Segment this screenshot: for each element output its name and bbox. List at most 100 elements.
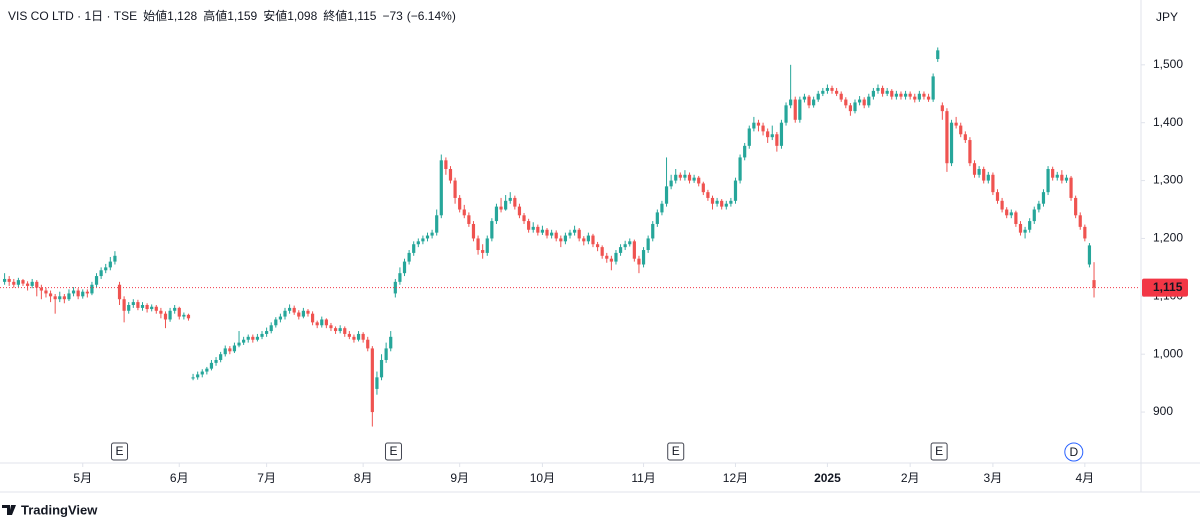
candle-body bbox=[586, 235, 590, 242]
candle-body bbox=[697, 177, 701, 184]
candle-body bbox=[890, 90, 894, 97]
candle-body bbox=[94, 276, 99, 285]
candle-body bbox=[1041, 192, 1046, 204]
candle-body bbox=[743, 145, 747, 158]
candle-body bbox=[361, 333, 365, 340]
candle-body bbox=[917, 93, 921, 100]
candle-body bbox=[554, 232, 558, 239]
x-tick-label: 2025 bbox=[814, 471, 841, 485]
candle-body bbox=[513, 197, 517, 207]
candle-body bbox=[963, 134, 967, 141]
candle-body bbox=[416, 241, 420, 245]
candle-body bbox=[168, 310, 172, 320]
y-tick-label: 1,200 bbox=[1153, 231, 1183, 245]
candle-body bbox=[209, 362, 214, 369]
candle-body bbox=[196, 374, 200, 378]
candle-body bbox=[720, 200, 724, 207]
candle-body bbox=[219, 354, 223, 360]
candle-body bbox=[1023, 229, 1027, 233]
candle-body bbox=[324, 319, 328, 326]
ohlc-field-value: 1,128 bbox=[167, 9, 197, 23]
candle-body bbox=[1018, 223, 1023, 233]
candle-body bbox=[706, 192, 710, 198]
candle-body bbox=[660, 203, 664, 213]
candle-body bbox=[991, 174, 995, 193]
candle-body bbox=[614, 252, 618, 262]
candle-body bbox=[646, 238, 650, 251]
candle-body bbox=[894, 93, 898, 97]
candle-body bbox=[320, 319, 324, 326]
ohlc-field-value: 1,115 bbox=[347, 9, 376, 23]
candle-body bbox=[632, 241, 636, 259]
candle-body bbox=[214, 359, 218, 363]
candle-body bbox=[835, 90, 839, 94]
last-price-box bbox=[1142, 278, 1188, 297]
x-tick-label: 4月 bbox=[1075, 471, 1094, 485]
candle-body bbox=[545, 229, 549, 236]
candle-body bbox=[122, 299, 126, 311]
earnings-marker bbox=[930, 442, 948, 461]
candle-body bbox=[761, 125, 765, 132]
candle-body bbox=[58, 296, 62, 300]
x-tick-label: 10月 bbox=[530, 471, 555, 485]
candle-body bbox=[752, 122, 756, 129]
candle-body bbox=[504, 200, 508, 210]
candle-body bbox=[283, 310, 287, 317]
candle-body bbox=[922, 93, 926, 97]
candle-body bbox=[315, 322, 319, 326]
candle-body bbox=[494, 206, 499, 222]
candle-body bbox=[435, 215, 439, 233]
candle-body bbox=[412, 244, 416, 253]
candle-body bbox=[39, 287, 43, 291]
candle-body bbox=[366, 339, 370, 349]
candle-body bbox=[444, 160, 448, 169]
candle-body bbox=[113, 255, 117, 262]
candle-body bbox=[265, 331, 269, 334]
candle-body bbox=[490, 221, 494, 239]
candle-body bbox=[329, 325, 333, 329]
candle-body bbox=[812, 99, 816, 106]
candle-body bbox=[775, 134, 779, 146]
candle-body bbox=[853, 102, 857, 112]
candle-body bbox=[582, 238, 586, 242]
candle-body bbox=[301, 310, 305, 317]
candle-body bbox=[1069, 177, 1073, 198]
candle-body bbox=[972, 163, 977, 175]
candle-body bbox=[830, 87, 834, 91]
candle-body bbox=[687, 174, 692, 181]
candle-body bbox=[163, 313, 168, 320]
candle-body bbox=[306, 310, 310, 314]
candle-body bbox=[173, 307, 177, 311]
candle-body bbox=[848, 105, 853, 112]
candle-body bbox=[674, 174, 678, 181]
candle-body bbox=[246, 336, 250, 340]
candle-body bbox=[1055, 174, 1059, 178]
candle-body bbox=[117, 284, 122, 300]
last-price-label: 1,115 bbox=[1153, 280, 1183, 294]
candle-body bbox=[651, 223, 655, 239]
candle-body bbox=[959, 125, 963, 135]
ohlc-field-name: 高値 bbox=[203, 8, 227, 23]
candle-body bbox=[53, 296, 57, 300]
candle-body bbox=[145, 305, 149, 310]
candle-body bbox=[333, 328, 338, 332]
candle-body bbox=[352, 336, 356, 340]
event-label: E bbox=[389, 444, 397, 458]
candle-body bbox=[605, 255, 609, 259]
candle-body bbox=[623, 244, 627, 248]
y-tick-label: 1,300 bbox=[1153, 173, 1183, 187]
candle-body bbox=[729, 200, 733, 204]
candle-body bbox=[62, 296, 66, 300]
candle-body bbox=[453, 180, 457, 198]
candle-body bbox=[844, 99, 848, 106]
candle-body bbox=[784, 105, 788, 123]
candle-body bbox=[637, 258, 641, 265]
candle-body bbox=[200, 371, 204, 375]
candle-body bbox=[1092, 280, 1096, 288]
candle-body bbox=[527, 221, 531, 230]
candle-body bbox=[7, 278, 11, 282]
candle-body bbox=[522, 215, 526, 222]
candle-body bbox=[825, 87, 830, 91]
candle-body bbox=[150, 306, 154, 310]
candle-body bbox=[370, 348, 374, 413]
